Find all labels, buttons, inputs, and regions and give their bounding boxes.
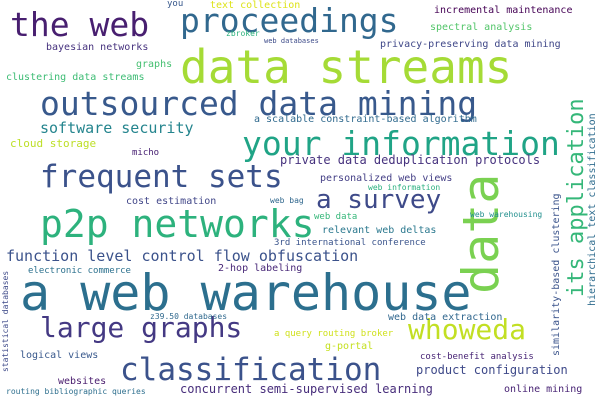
word-cost-estimation: cost estimation: [126, 196, 217, 207]
word-large-graphs: large graphs: [40, 311, 243, 344]
word-web-data: web data: [314, 212, 358, 222]
word-proceedings: proceedings: [180, 1, 399, 40]
word-websites: websites: [58, 376, 107, 387]
word-web-information: web information: [368, 183, 441, 192]
word-statistical-databases: statistical databases: [1, 270, 10, 372]
word-a-survey: a survey: [316, 185, 442, 215]
word-concurrent-semi-supervised-learning: concurrent semi-supervised learning: [180, 382, 433, 396]
word-the-web: the web: [10, 5, 150, 44]
word-micho: micho: [132, 148, 160, 158]
word-3rd-international-conference: 3rd international conference: [274, 238, 426, 248]
word-hierarchical-text-classification: hierarchical text classification: [587, 113, 598, 306]
word-you: you: [167, 0, 184, 9]
word-electronic-commerce: electronic commerce: [28, 266, 131, 276]
word-privacy-preserving-data-mining: privacy-preserving data mining: [380, 39, 561, 50]
word-similarity-based-clustering: similarity-based clustering: [551, 193, 562, 356]
word-data-streams: data streams: [180, 40, 513, 94]
word-logical-views: logical views: [20, 350, 99, 361]
word-incremental-maintenance: incremental maintenance: [434, 5, 573, 16]
word-private-data-deduplication-protocols: private data deduplication protocols: [280, 153, 541, 167]
word-spectral-analysis: spectral analysis: [430, 22, 533, 33]
word-personalized-web-views: personalized web views: [320, 173, 453, 184]
word-data: data: [452, 173, 510, 294]
word-classification: classification: [120, 352, 382, 388]
word-zbroker: zbroker: [226, 29, 260, 38]
word-text-collection: text collection: [210, 0, 301, 11]
word-your-information: your information: [242, 124, 560, 163]
word-2-hop-labeling: 2-hop labeling: [218, 263, 303, 274]
word-p2p-networks: p2p networks: [40, 202, 315, 246]
word-product-configuration: product configuration: [416, 363, 568, 377]
word-routing-bibliographic-queries: routing bibliographic queries: [6, 387, 146, 396]
word-outsourced-data-mining: outsourced data mining: [40, 84, 478, 123]
word-a-scalable-constraint-based-algorithm: a scalable constraint-based algorithm: [254, 114, 477, 125]
word-function-level-control-flow-obfuscation: function level control flow obfuscation: [6, 247, 359, 265]
word-web-databases: web databases: [264, 37, 319, 45]
word-online-mining: online mining: [504, 384, 583, 395]
word-a-web-warehouse: a web warehouse: [20, 264, 472, 322]
word-a-query-routing-broker: a query routing broker: [274, 329, 394, 339]
word-cost-benefit-analysis: cost-benefit analysis: [420, 352, 534, 362]
word-frequent-sets: frequent sets: [40, 159, 283, 195]
word-whoweda: whoweda: [408, 313, 527, 346]
word-graphs: graphs: [136, 59, 173, 70]
word-g-portal: g-portal: [325, 341, 374, 352]
word-cloud-storage: cloud storage: [10, 137, 97, 150]
word-relevant-web-deltas: relevant web deltas: [322, 225, 437, 236]
word-software-security: software security: [40, 119, 194, 137]
word-bayesian-networks: bayesian networks: [46, 42, 149, 53]
word-web-warehousing: web warehousing: [470, 210, 543, 219]
word-web-data-extraction: web data extraction: [388, 312, 503, 323]
word-clustering-data-streams: clustering data streams: [6, 72, 145, 83]
word-web-bag: web bag: [270, 196, 304, 205]
word-its-application: its application: [564, 98, 589, 297]
word-z39-50-databases: z39.50 databases: [150, 312, 228, 321]
